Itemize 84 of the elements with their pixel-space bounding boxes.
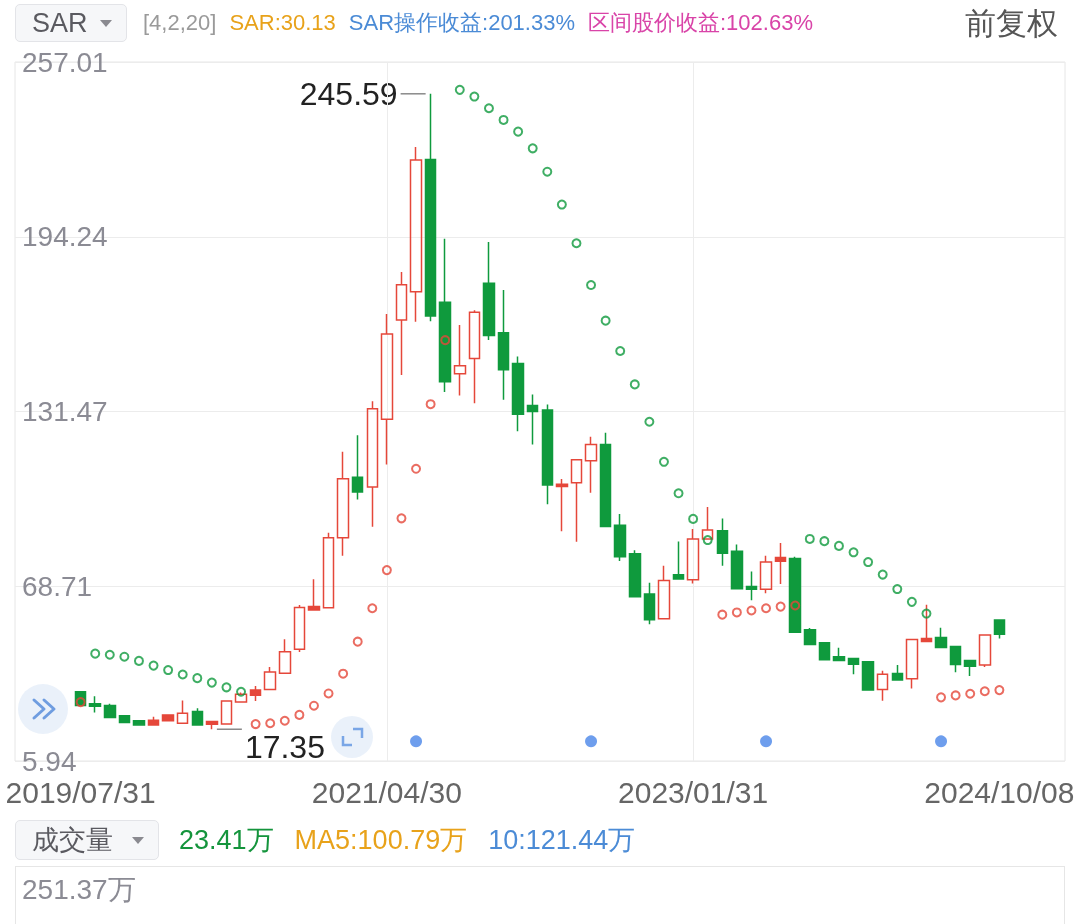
y-tick-label: 194.24 <box>22 221 108 253</box>
candlestick <box>88 695 102 714</box>
candlestick <box>176 699 189 725</box>
candlestick <box>730 543 744 590</box>
candlestick <box>541 403 554 505</box>
candlestick <box>963 659 977 677</box>
y-tick-label: 131.47 <box>22 396 108 428</box>
x-tick-label: 2019/07/31 <box>5 775 156 809</box>
text: 251.37万 <box>22 874 136 905</box>
candlestick <box>497 289 510 401</box>
candlestick <box>322 532 335 609</box>
candlestick <box>526 393 539 446</box>
x-tick-label: 2023/01/31 <box>618 775 769 809</box>
candlestick <box>745 570 758 601</box>
text: 区间股价收益:102.63% <box>588 10 813 35</box>
text: 23.41万 <box>179 824 274 855</box>
text: [4,2,20] <box>143 10 217 35</box>
candlestick <box>147 716 160 726</box>
candlestick <box>278 638 292 674</box>
candlestick <box>643 581 656 625</box>
candlestick <box>409 146 423 323</box>
candlestick <box>657 564 671 620</box>
candlestick <box>307 578 321 611</box>
text: SAR操作收益:201.33% <box>348 10 575 35</box>
candlestick <box>191 707 204 726</box>
candlestick <box>103 703 117 719</box>
candlestick <box>468 309 481 405</box>
candlestick <box>847 657 860 675</box>
candlestick <box>511 355 525 432</box>
candlestick <box>395 271 408 376</box>
chart-title: SAR <box>32 7 88 38</box>
candlestick <box>366 400 379 528</box>
candlestick <box>249 685 262 702</box>
y-tick-label: 5.94 <box>22 745 77 777</box>
candlestick <box>818 642 831 662</box>
candlestick <box>132 719 146 726</box>
x-tick-label: 2024/10/08 <box>924 775 1075 809</box>
candlestick <box>832 647 846 662</box>
candlestick <box>861 660 875 691</box>
candlestick <box>438 238 452 393</box>
text: 10:121.44万 <box>488 824 636 855</box>
candlestick <box>788 556 802 633</box>
y-tick-label: 257.01 <box>22 46 108 78</box>
candlestick <box>803 627 817 646</box>
x-tick-label: 2021/04/30 <box>311 775 462 809</box>
candlestick <box>613 513 627 562</box>
candlestick <box>949 645 962 674</box>
candlestick <box>686 528 700 585</box>
candlestick <box>759 554 773 594</box>
candlestick <box>774 542 787 585</box>
candlestick <box>599 432 612 528</box>
candlestick <box>934 627 948 649</box>
candlestick <box>570 459 583 543</box>
text: 前复权 <box>965 5 1058 41</box>
candlestick <box>555 478 569 532</box>
candlestick <box>993 619 1006 640</box>
candlestick <box>584 436 598 494</box>
dropdown: SAR <box>15 4 127 42</box>
candlestick <box>905 638 919 690</box>
candlestick <box>891 664 904 681</box>
candlestick <box>672 540 685 580</box>
candlestick <box>263 666 277 691</box>
candlestick <box>876 669 889 702</box>
candlestick <box>161 714 175 722</box>
candlestick <box>220 700 233 725</box>
text: SAR:30.13 <box>229 10 336 35</box>
candlestick <box>336 451 350 557</box>
candlestick <box>716 517 729 567</box>
candlestick <box>482 241 496 341</box>
candlestick <box>293 604 306 653</box>
candlestick <box>380 313 394 466</box>
annotation: 245.59 <box>299 75 398 112</box>
candlestick <box>351 434 364 501</box>
dropdown: 成交量 <box>15 820 159 860</box>
candlestick <box>424 93 437 322</box>
annotation: 17.35 <box>244 729 325 766</box>
candlestick <box>628 549 642 598</box>
candlestick <box>453 324 467 397</box>
candlestick <box>978 634 992 668</box>
y-tick-label: 68.71 <box>22 570 93 602</box>
candlestick <box>205 720 219 730</box>
candlestick <box>920 603 933 643</box>
text: MA5:100.79万 <box>294 824 468 855</box>
candlestick <box>118 714 131 724</box>
